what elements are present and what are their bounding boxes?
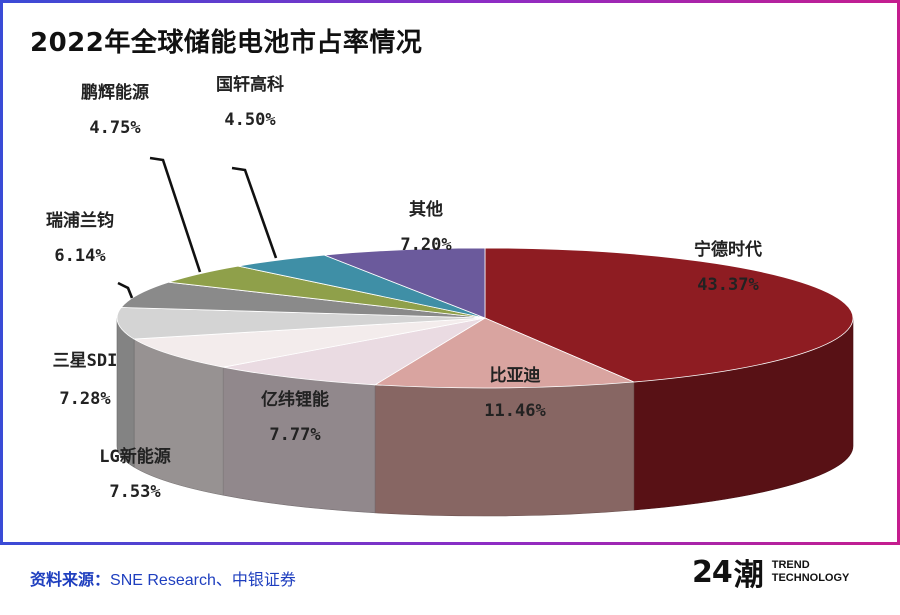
slice-value-8: 4.50% (224, 110, 276, 130)
slice-value-5: 7.28% (59, 389, 111, 409)
source-text: SNE Research、中银证券 (110, 572, 296, 589)
slice-name-7: 鹏辉能源 (81, 82, 149, 103)
slice-value-1: 43.37% (697, 275, 759, 295)
slice-name-8: 国轩高科 (216, 74, 284, 95)
slice-name-2: 比亚迪 (490, 365, 541, 386)
pie-slice-2 (373, 317, 635, 389)
pie-labels: 宁德时代 43.37% 比亚迪 11.46% 亿纬锂能 7.77% LG新能源 7.53% 三星… (46, 74, 762, 502)
logo-glyph: 潮 (733, 558, 764, 593)
slice-name-6: 瑞浦兰钧 (46, 210, 114, 231)
pie-slice-9 (323, 247, 486, 319)
pie-chart: 宁德时代 43.37% 比亚迪 11.46% 亿纬锂能 7.77% LG新能源 7.53% 三星… (46, 74, 854, 517)
logo-line-1: TREND (771, 559, 810, 571)
brand-logo: 24 潮 TREND TECHNOLOGY (692, 552, 850, 594)
slice-name-3: 亿纬锂能 (261, 389, 329, 410)
logo-line-2: TECHNOLOGY (771, 572, 850, 584)
slice-name-9: 其他 (409, 199, 443, 220)
pie-side-walls (116, 317, 854, 517)
slice-value-7: 4.75% (89, 118, 141, 138)
leader-line-2 (231, 166, 278, 259)
slice-name-1: 宁德时代 (694, 239, 762, 260)
leader-line-1 (149, 156, 202, 273)
slice-value-3: 7.77% (269, 425, 321, 445)
source-note: 资料来源：SNE Research、中银证券 (30, 566, 296, 590)
logo-number: 24 (692, 554, 733, 590)
pie-slice-6 (120, 281, 486, 319)
pie-slice-4 (132, 317, 486, 368)
logo-text: TREND TECHNOLOGY (772, 559, 850, 585)
slice-value-9: 7.20% (400, 235, 452, 255)
slice-name-4: LG新能源 (99, 446, 170, 467)
pie-slice-1 (484, 247, 854, 383)
slice-value-6: 6.14% (54, 246, 106, 266)
slice-value-4: 7.53% (109, 482, 161, 502)
slice-name-5: 三星SDI (53, 351, 118, 371)
pie-slice-3 (223, 317, 486, 386)
leader-line-3 (117, 281, 134, 299)
slice-value-2: 11.46% (484, 401, 546, 421)
pie-top (116, 247, 854, 389)
chart-title: 2022年全球储能电池市占率情况 (30, 28, 423, 58)
source-label: 资料来源： (30, 570, 111, 589)
pie-side-5 (116, 317, 135, 468)
